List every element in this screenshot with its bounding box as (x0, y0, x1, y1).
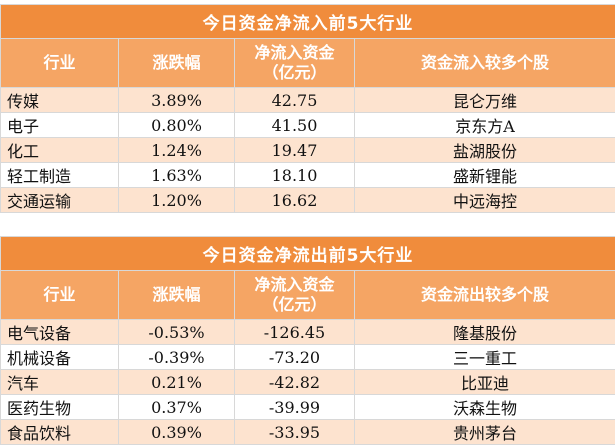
stock-cell: 昆仑万维 (355, 88, 615, 113)
stock-cell: 比亚迪 (355, 370, 615, 395)
outflow-table: 今日资金净流出前5大行业 行业 涨跌幅 净流入资金 （亿元） 资金流出较多个股 … (0, 236, 615, 445)
stock-cell: 京东方A (355, 113, 615, 138)
flow-cell: -42.82 (235, 370, 355, 395)
stock-cell: 沃森生物 (355, 395, 615, 420)
industry-cell: 食品饮料 (1, 420, 119, 445)
flow-cell: -39.99 (235, 395, 355, 420)
header-change: 涨跌幅 (119, 39, 235, 88)
industry-cell: 机械设备 (1, 345, 119, 370)
header-industry: 行业 (1, 39, 119, 88)
industry-cell: 医药生物 (1, 395, 119, 420)
outflow-header-row: 行业 涨跌幅 净流入资金 （亿元） 资金流出较多个股 (1, 271, 615, 320)
flow-cell: -33.95 (235, 420, 355, 445)
flow-cell: 41.50 (235, 113, 355, 138)
flow-cell: -126.45 (235, 320, 355, 345)
industry-cell: 轻工制造 (1, 163, 119, 188)
industry-cell: 汽车 (1, 370, 119, 395)
inflow-table: 今日资金净流入前5大行业 行业 涨跌幅 净流入资金 （亿元） 资金流入较多个股 … (0, 4, 615, 213)
change-cell: 0.21% (119, 370, 235, 395)
outflow-title: 今日资金净流出前5大行业 (1, 237, 615, 271)
stock-cell: 隆基股份 (355, 320, 615, 345)
inflow-title: 今日资金净流入前5大行业 (1, 5, 615, 39)
outflow-title-row: 今日资金净流出前5大行业 (1, 237, 615, 271)
flow-cell: 19.47 (235, 138, 355, 163)
header-flow: 净流入资金 （亿元） (235, 271, 355, 320)
stock-cell: 三一重工 (355, 345, 615, 370)
inflow-title-row: 今日资金净流入前5大行业 (1, 5, 615, 39)
change-cell: 0.39% (119, 420, 235, 445)
change-cell: -0.53% (119, 320, 235, 345)
industry-cell: 化工 (1, 138, 119, 163)
industry-cell: 传媒 (1, 88, 119, 113)
change-cell: 1.63% (119, 163, 235, 188)
stock-cell: 盛新锂能 (355, 163, 615, 188)
change-cell: 0.80% (119, 113, 235, 138)
industry-cell: 交通运输 (1, 188, 119, 213)
flow-cell: 42.75 (235, 88, 355, 113)
change-cell: 1.24% (119, 138, 235, 163)
change-cell: -0.39% (119, 345, 235, 370)
flow-cell: 16.62 (235, 188, 355, 213)
flow-cell: -73.20 (235, 345, 355, 370)
stock-cell: 中远海控 (355, 188, 615, 213)
stock-cell: 贵州茅台 (355, 420, 615, 445)
change-cell: 1.20% (119, 188, 235, 213)
header-change: 涨跌幅 (119, 271, 235, 320)
header-industry: 行业 (1, 271, 119, 320)
header-stock: 资金流出较多个股 (355, 271, 615, 320)
flow-cell: 18.10 (235, 163, 355, 188)
header-stock: 资金流入较多个股 (355, 39, 615, 88)
change-cell: 3.89% (119, 88, 235, 113)
header-flow: 净流入资金 （亿元） (235, 39, 355, 88)
industry-cell: 电子 (1, 113, 119, 138)
inflow-header-row: 行业 涨跌幅 净流入资金 （亿元） 资金流入较多个股 (1, 39, 615, 88)
stock-cell: 盐湖股份 (355, 138, 615, 163)
change-cell: 0.37% (119, 395, 235, 420)
table-gap (0, 218, 615, 236)
industry-cell: 电气设备 (1, 320, 119, 345)
